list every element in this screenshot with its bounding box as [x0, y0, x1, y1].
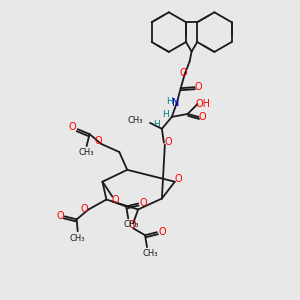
Text: CH₃: CH₃ [123, 220, 139, 229]
Text: O: O [175, 174, 182, 184]
Text: CH₃: CH₃ [79, 148, 94, 158]
Text: O: O [180, 68, 188, 78]
Text: O: O [81, 204, 88, 214]
Text: OH: OH [196, 99, 211, 109]
Text: O: O [69, 122, 76, 132]
Text: O: O [95, 136, 102, 146]
Text: O: O [199, 112, 206, 122]
Text: O: O [164, 137, 172, 147]
Text: O: O [128, 220, 136, 230]
Text: H: H [167, 97, 173, 106]
Text: CH₃: CH₃ [70, 234, 86, 243]
Text: O: O [56, 212, 64, 221]
Text: O: O [112, 194, 119, 205]
Text: H: H [163, 110, 169, 119]
Text: N: N [172, 98, 179, 108]
Text: H: H [154, 120, 160, 129]
Text: CH₃: CH₃ [142, 248, 158, 257]
Text: O: O [158, 227, 166, 237]
Text: O: O [139, 199, 147, 208]
Text: O: O [195, 82, 203, 92]
Text: CH₃: CH₃ [128, 116, 143, 125]
